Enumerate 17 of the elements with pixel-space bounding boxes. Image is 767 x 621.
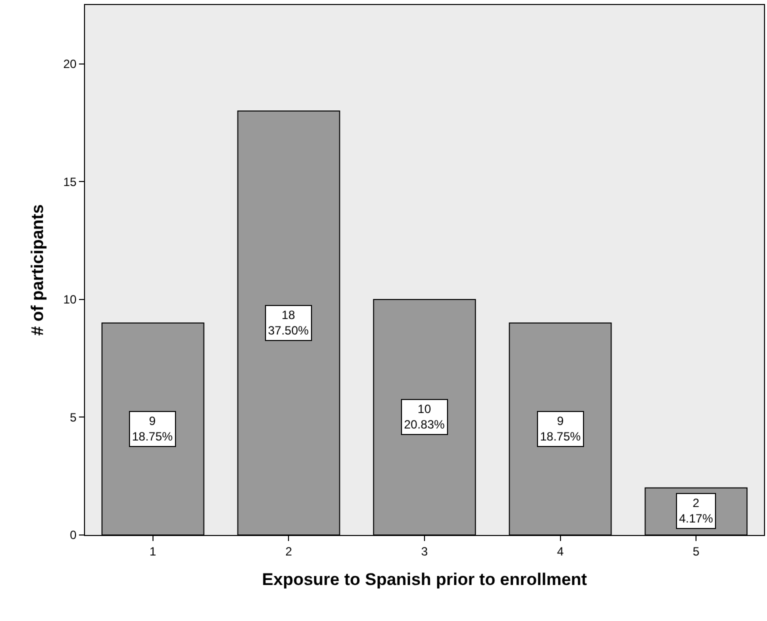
x-tick-label: 2 <box>285 544 292 558</box>
x-tick-label: 5 <box>692 544 700 558</box>
y-axis-title: # of participants <box>28 204 47 336</box>
y-tick-label: 20 <box>63 57 77 72</box>
data-label: 2 4.17% <box>679 496 714 526</box>
data-label: 9 18.75% <box>540 414 582 444</box>
x-axis-title: Exposure to Spanish prior to enrollment <box>262 570 588 589</box>
y-tick-label: 15 <box>63 174 77 189</box>
x-tick-label: 3 <box>421 544 428 558</box>
y-tick-label: 0 <box>70 528 77 542</box>
x-tick-label: 1 <box>150 544 157 558</box>
data-label: 10 20.83% <box>404 402 446 432</box>
data-label: 9 18.75% <box>132 414 174 444</box>
data-label: 18 37.50% <box>268 308 310 338</box>
y-tick-label: 5 <box>70 410 77 424</box>
x-tick-label: 4 <box>556 544 564 558</box>
y-tick-label: 10 <box>63 292 77 307</box>
